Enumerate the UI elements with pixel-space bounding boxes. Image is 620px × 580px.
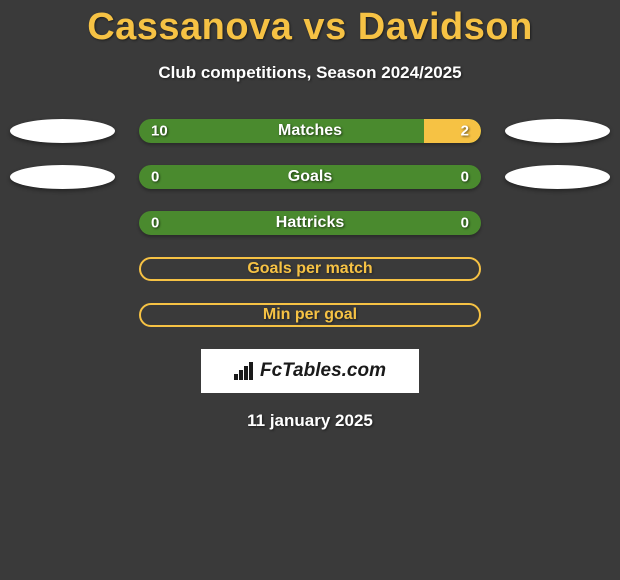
logo-box: FcTables.com bbox=[201, 349, 419, 393]
bar-label: Hattricks bbox=[276, 214, 344, 232]
bar-right-value: 0 bbox=[461, 169, 469, 186]
footer-date: 11 january 2025 bbox=[0, 411, 620, 431]
bar-label: Matches bbox=[278, 122, 342, 140]
player-left-oval bbox=[10, 119, 115, 143]
player-right-oval bbox=[505, 165, 610, 189]
bar-label: Goals bbox=[288, 168, 332, 186]
player-left-oval bbox=[10, 165, 115, 189]
stat-row-min-per-goal: Min per goal bbox=[0, 303, 620, 327]
bar-label: Min per goal bbox=[263, 306, 357, 324]
player-right-oval bbox=[505, 119, 610, 143]
bar-goals: 0 Goals 0 bbox=[139, 165, 481, 189]
stat-row-goals-per-match: Goals per match bbox=[0, 257, 620, 281]
stat-row-hattricks: 0 Hattricks 0 bbox=[0, 211, 620, 235]
stat-row-goals: 0 Goals 0 bbox=[0, 165, 620, 189]
comparison-chart: 10 Matches 2 0 Goals 0 0 Hattricks 0 Goa… bbox=[0, 119, 620, 327]
bar-hattricks: 0 Hattricks 0 bbox=[139, 211, 481, 235]
logo: FcTables.com bbox=[234, 360, 386, 382]
bar-right-value: 2 bbox=[461, 123, 469, 140]
bar-right-value: 0 bbox=[461, 215, 469, 232]
bar-goals-per-match: Goals per match bbox=[139, 257, 481, 281]
stat-row-matches: 10 Matches 2 bbox=[0, 119, 620, 143]
page-title: Cassanova vs Davidson bbox=[0, 0, 620, 49]
bar-left-value: 0 bbox=[151, 215, 159, 232]
bar-left-value: 0 bbox=[151, 169, 159, 186]
bar-label: Goals per match bbox=[247, 260, 372, 278]
bar-min-per-goal: Min per goal bbox=[139, 303, 481, 327]
bar-right-fill bbox=[424, 119, 481, 143]
bar-left-value: 10 bbox=[151, 123, 168, 140]
chart-icon bbox=[234, 362, 256, 380]
logo-text: FcTables.com bbox=[260, 360, 386, 382]
bar-matches: 10 Matches 2 bbox=[139, 119, 481, 143]
page-subtitle: Club competitions, Season 2024/2025 bbox=[0, 63, 620, 83]
